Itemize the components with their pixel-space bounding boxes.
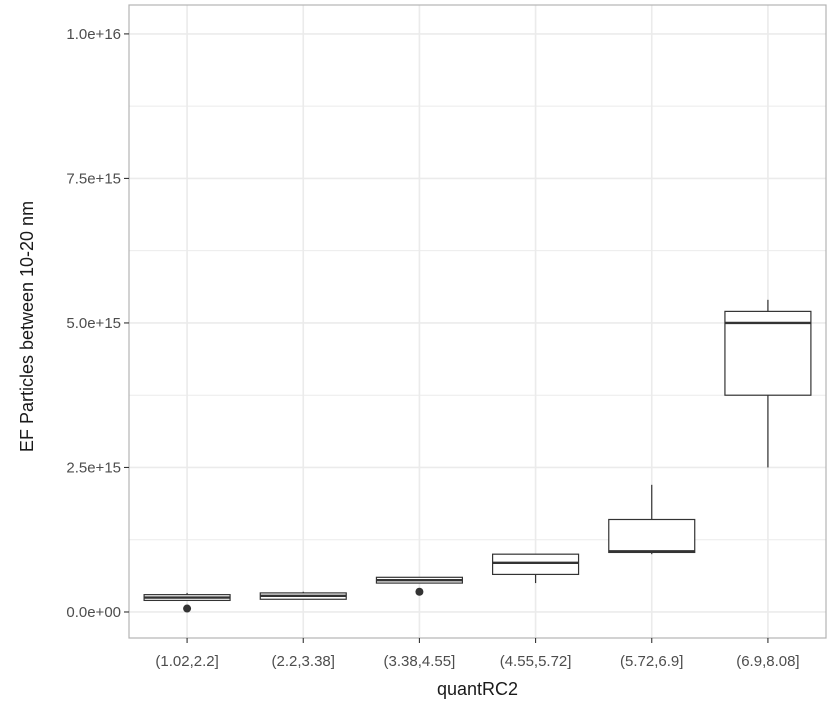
box-2 xyxy=(375,576,463,596)
x-tick-label: (2.2,3.38] xyxy=(272,653,335,670)
y-tick-label: 2.5e+15 xyxy=(66,459,121,476)
box-3 xyxy=(492,553,580,584)
y-axis-title: EF Particles between 10-20 nm xyxy=(17,201,37,452)
y-tick-label: 7.5e+15 xyxy=(66,170,121,187)
grid xyxy=(129,5,826,638)
iqr-box xyxy=(608,518,696,554)
box-1 xyxy=(259,591,347,600)
x-axis-title: quantRC2 xyxy=(437,679,518,699)
panel-border xyxy=(128,4,827,639)
x-tick-label: (1.02,2.2] xyxy=(155,653,218,670)
x-tick-label: (4.55,5.72] xyxy=(500,653,572,670)
x-tick-label: (6.9,8.08] xyxy=(736,653,799,670)
y-tick-label: 5.0e+15 xyxy=(66,315,121,332)
outlier-point xyxy=(183,604,192,613)
x-axis-ticks: (1.02,2.2] (2.2,3.38] (3.38,4.55] (4.55,5.7… xyxy=(155,638,800,670)
y-tick-label: 0.0e+00 xyxy=(66,604,121,621)
boxes xyxy=(143,299,812,613)
iqr-box xyxy=(492,553,580,576)
box-5 xyxy=(724,299,812,468)
x-tick-label: (3.38,4.55] xyxy=(384,653,456,670)
iqr-box xyxy=(724,310,812,396)
outlier-point xyxy=(415,587,424,596)
x-tick-label: (5.72,6.9] xyxy=(620,653,683,670)
y-axis-ticks: 0.0e+00 2.5e+15 5.0e+15 7.5e+15 1.0e+16 xyxy=(66,26,129,621)
box-4 xyxy=(608,484,696,555)
box-0 xyxy=(143,592,231,613)
y-tick-label: 1.0e+16 xyxy=(66,26,121,43)
